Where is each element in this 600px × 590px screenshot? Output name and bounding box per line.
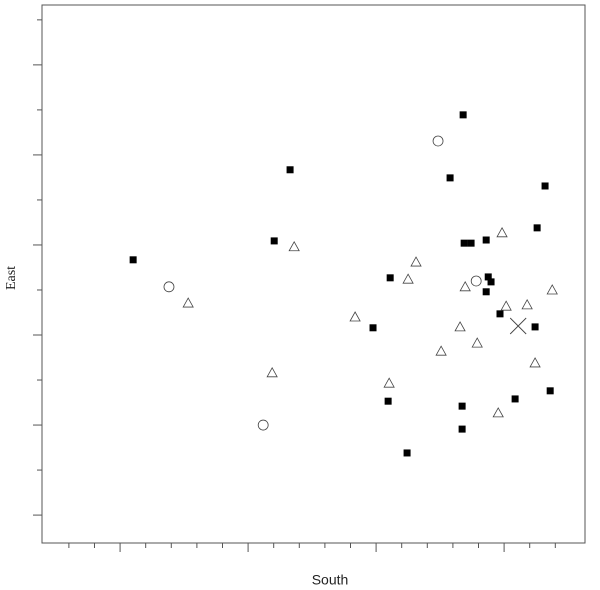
circle-point bbox=[257, 419, 269, 431]
triangle-point bbox=[435, 345, 447, 356]
triangle-point bbox=[500, 300, 512, 311]
square-point bbox=[286, 166, 294, 174]
circle-point bbox=[163, 281, 175, 293]
square-point bbox=[482, 236, 490, 244]
square-point bbox=[403, 449, 411, 457]
square-point bbox=[511, 395, 519, 403]
square-point bbox=[487, 278, 495, 286]
triangle-point bbox=[410, 256, 422, 267]
square-point bbox=[460, 239, 468, 247]
square-point bbox=[458, 425, 466, 433]
triangle-point bbox=[182, 297, 194, 308]
plot-frame bbox=[41, 4, 586, 544]
square-point bbox=[546, 387, 554, 395]
triangle-point bbox=[288, 240, 300, 252]
triangle-point bbox=[496, 226, 508, 238]
square-point bbox=[484, 273, 492, 281]
square-point bbox=[384, 397, 392, 405]
triangle-point bbox=[459, 281, 471, 292]
triangle-point bbox=[402, 273, 414, 284]
triangle-point bbox=[471, 337, 483, 348]
square-point bbox=[541, 182, 549, 190]
square-point bbox=[386, 274, 394, 282]
triangle-point bbox=[383, 377, 395, 388]
y-axis-label: East bbox=[4, 266, 19, 290]
square-point bbox=[129, 256, 137, 264]
triangle-point bbox=[266, 366, 278, 378]
square-point bbox=[369, 324, 377, 332]
triangle-point bbox=[546, 284, 558, 295]
square-point bbox=[467, 239, 475, 247]
triangle-point bbox=[521, 299, 533, 310]
cross-point bbox=[509, 317, 527, 335]
square-point bbox=[533, 224, 541, 232]
square-point bbox=[482, 288, 490, 296]
circle-point bbox=[470, 275, 482, 287]
square-point bbox=[446, 174, 454, 182]
square-point bbox=[270, 237, 278, 245]
circle-point bbox=[432, 135, 444, 147]
square-point bbox=[459, 111, 467, 119]
square-point bbox=[496, 310, 504, 318]
triangle-point bbox=[492, 407, 504, 418]
triangle-point bbox=[454, 321, 466, 332]
triangle-point bbox=[349, 311, 361, 322]
x-axis-label: South bbox=[312, 572, 349, 588]
triangle-point bbox=[529, 357, 541, 368]
square-point bbox=[531, 323, 539, 331]
square-point bbox=[458, 402, 466, 410]
